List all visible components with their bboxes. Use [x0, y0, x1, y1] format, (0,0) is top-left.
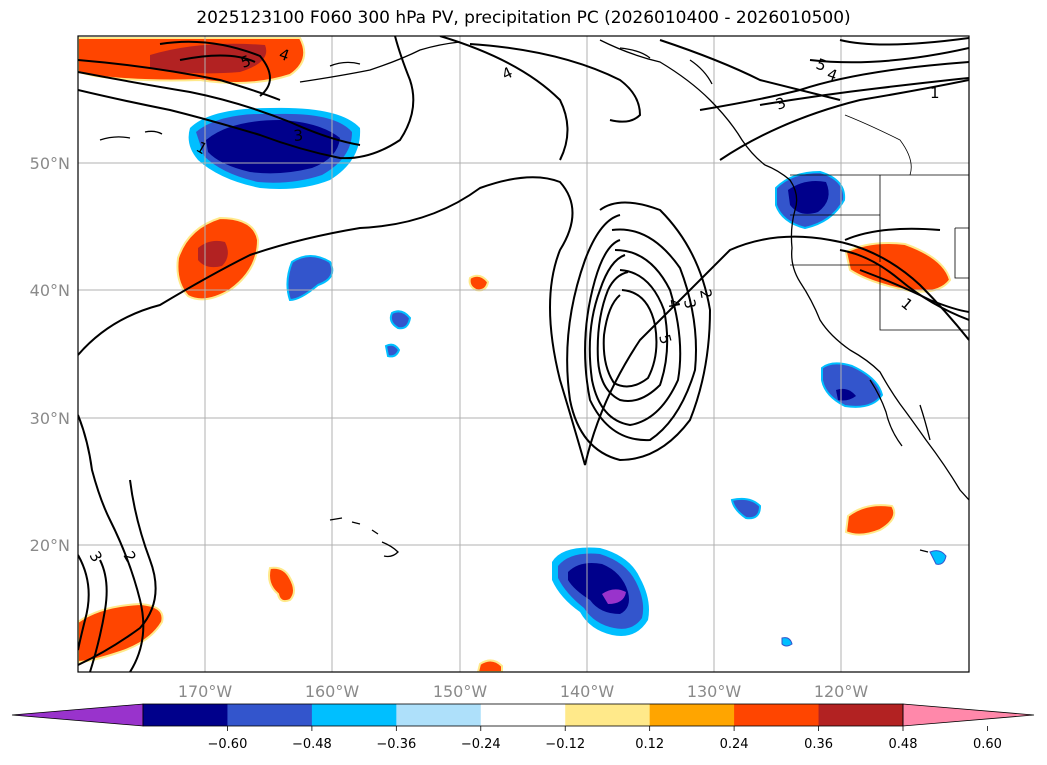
contour-label: 5	[655, 332, 675, 346]
precip-negative-small-1	[286, 255, 334, 302]
colorbar-tick-label: −0.24	[461, 737, 501, 752]
precip-negative-baja	[821, 362, 884, 408]
colorbar-tick-label: −0.12	[545, 737, 585, 752]
colorbar-tick-label: 0.48	[889, 737, 918, 752]
map-title: 2025123100 F060 300 hPa PV, precipitatio…	[196, 8, 851, 28]
colorbar-segment	[311, 704, 397, 726]
colorbar-segment	[396, 704, 482, 726]
lat-label: 20°N	[30, 536, 70, 555]
colorbar-segment	[480, 704, 566, 726]
colorbar-tick-label: −0.36	[376, 737, 416, 752]
lon-label: 170°W	[178, 682, 233, 701]
pv-contours	[78, 36, 969, 672]
contour-label: 3	[680, 298, 699, 311]
precipitation-shading	[78, 37, 952, 672]
lon-label: 150°W	[433, 682, 488, 701]
colorbar-extend-max	[902, 703, 1035, 727]
contour-label: 2	[696, 288, 715, 301]
map-border	[77, 35, 970, 673]
gridlines	[78, 36, 969, 672]
colorbar-tick-label: −0.48	[292, 737, 332, 752]
colorbar-outline	[142, 703, 904, 727]
latitude-labels: 50°N 40°N 30°N 20°N	[30, 154, 70, 555]
contour-label: 1	[930, 84, 940, 102]
colorbar-extend-min	[11, 703, 144, 727]
lon-label: 130°W	[687, 682, 742, 701]
precip-negative-small-2	[389, 310, 412, 330]
colorbar-tick-label: 0.24	[720, 737, 749, 752]
lat-label: 30°N	[30, 409, 70, 428]
lat-label: 40°N	[30, 281, 70, 300]
colorbar-tick-label: 0.12	[635, 737, 664, 752]
colorbar: −0.60 −0.48 −0.36 −0.24 −0.12 0.12 0.24 0.36 0.4…	[11, 703, 1035, 752]
coastlines	[99, 39, 969, 558]
lon-label: 120°W	[814, 682, 869, 701]
contour-label: 4	[664, 298, 683, 311]
colorbar-tick-label: 0.36	[804, 737, 833, 752]
colorbar-segment	[734, 704, 820, 726]
longitude-labels: 170°W 160°W 150°W 140°W 130°W 120°W	[178, 682, 869, 701]
lon-label: 140°W	[560, 682, 615, 701]
colorbar-segment	[818, 704, 904, 726]
colorbar-segment	[565, 704, 651, 726]
colorbar-tick-label: 0.60	[973, 737, 1002, 752]
colorbar-segment	[649, 704, 735, 726]
colorbar-segment	[227, 704, 313, 726]
precip-positive-small	[468, 274, 490, 292]
colorbar-tick-label: −0.60	[208, 737, 248, 752]
colorbar-segment	[143, 704, 228, 726]
contour-label: 3	[293, 126, 304, 145]
map-panel: 4 5 1 3 4 5 4 3 1 2 3 4 5 1 3 2	[78, 36, 969, 672]
political-borders	[790, 114, 969, 331]
lon-label: 160°W	[305, 682, 360, 701]
lat-label: 50°N	[30, 154, 70, 173]
